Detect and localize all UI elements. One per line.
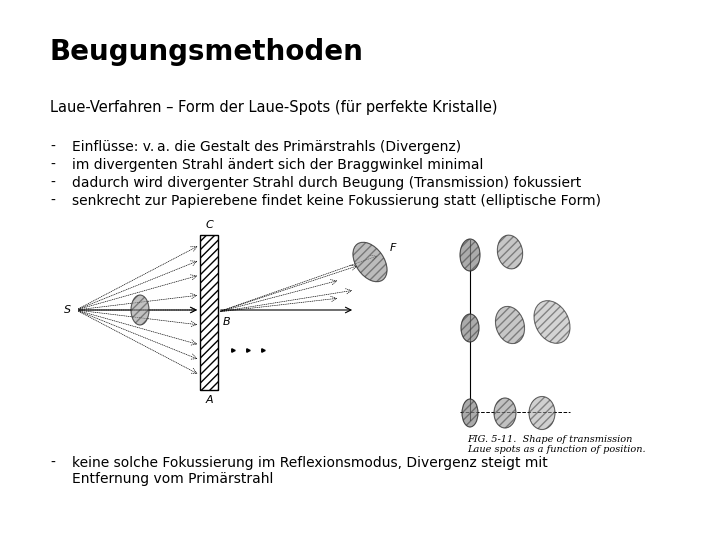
Text: -: - bbox=[50, 158, 55, 172]
Text: im divergenten Strahl ändert sich der Braggwinkel minimal: im divergenten Strahl ändert sich der Br… bbox=[72, 158, 483, 172]
Bar bbox=[200, 235, 218, 390]
Text: S: S bbox=[64, 305, 71, 315]
Ellipse shape bbox=[131, 295, 149, 325]
Text: Laue-Verfahren – Form der Laue-Spots (für perfekte Kristalle): Laue-Verfahren – Form der Laue-Spots (fü… bbox=[50, 100, 498, 115]
Ellipse shape bbox=[495, 306, 525, 343]
Text: Beugungsmethoden: Beugungsmethoden bbox=[50, 38, 364, 66]
Text: dadurch wird divergenter Strahl durch Beugung (Transmission) fokussiert: dadurch wird divergenter Strahl durch Be… bbox=[72, 176, 581, 190]
Text: -: - bbox=[50, 140, 55, 154]
Text: senkrecht zur Papierebene findet keine Fokussierung statt (elliptische Form): senkrecht zur Papierebene findet keine F… bbox=[72, 194, 601, 208]
Text: Einflüsse: v. a. die Gestalt des Primärstrahls (Divergenz): Einflüsse: v. a. die Gestalt des Primärs… bbox=[72, 140, 461, 154]
Text: F: F bbox=[390, 243, 397, 253]
Bar bbox=[200, 235, 218, 390]
Ellipse shape bbox=[461, 314, 479, 342]
Text: Entfernung vom Primärstrahl: Entfernung vom Primärstrahl bbox=[72, 472, 274, 486]
Ellipse shape bbox=[498, 235, 523, 269]
Ellipse shape bbox=[494, 398, 516, 428]
Ellipse shape bbox=[462, 399, 478, 427]
Text: Laue spots as a function of position.: Laue spots as a function of position. bbox=[467, 445, 646, 454]
Text: C: C bbox=[205, 220, 213, 230]
Text: B: B bbox=[223, 317, 230, 327]
Ellipse shape bbox=[460, 239, 480, 271]
Text: -: - bbox=[50, 176, 55, 190]
Ellipse shape bbox=[353, 242, 387, 282]
Text: keine solche Fokussierung im Reflexionsmodus, Divergenz steigt mit: keine solche Fokussierung im Reflexionsm… bbox=[72, 456, 548, 470]
Text: A: A bbox=[205, 395, 213, 405]
Text: FIG. 5-11.  Shape of transmission: FIG. 5-11. Shape of transmission bbox=[467, 435, 632, 444]
Text: -: - bbox=[50, 194, 55, 208]
Text: -: - bbox=[50, 456, 55, 470]
Ellipse shape bbox=[534, 301, 570, 343]
Ellipse shape bbox=[529, 396, 555, 429]
